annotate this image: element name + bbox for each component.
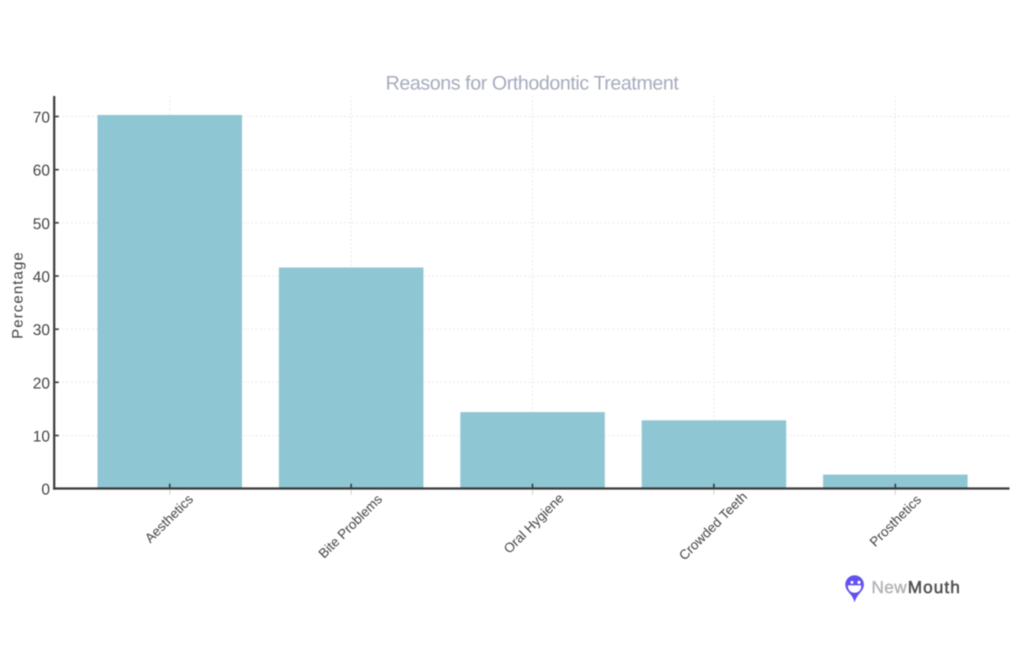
- svg-text:20: 20: [33, 375, 51, 392]
- svg-text:30: 30: [33, 322, 51, 339]
- svg-text:Mouth: Mouth: [908, 577, 961, 597]
- svg-text:0: 0: [41, 482, 50, 499]
- svg-text:40: 40: [33, 269, 51, 286]
- svg-text:10: 10: [33, 429, 51, 446]
- svg-text:Percentage: Percentage: [10, 251, 27, 339]
- svg-text:Reasons for Orthodontic Treatm: Reasons for Orthodontic Treatment: [386, 73, 680, 95]
- svg-text:60: 60: [33, 163, 51, 180]
- svg-text:New: New: [872, 577, 908, 597]
- svg-text:50: 50: [33, 216, 51, 233]
- svg-text:70: 70: [33, 110, 51, 127]
